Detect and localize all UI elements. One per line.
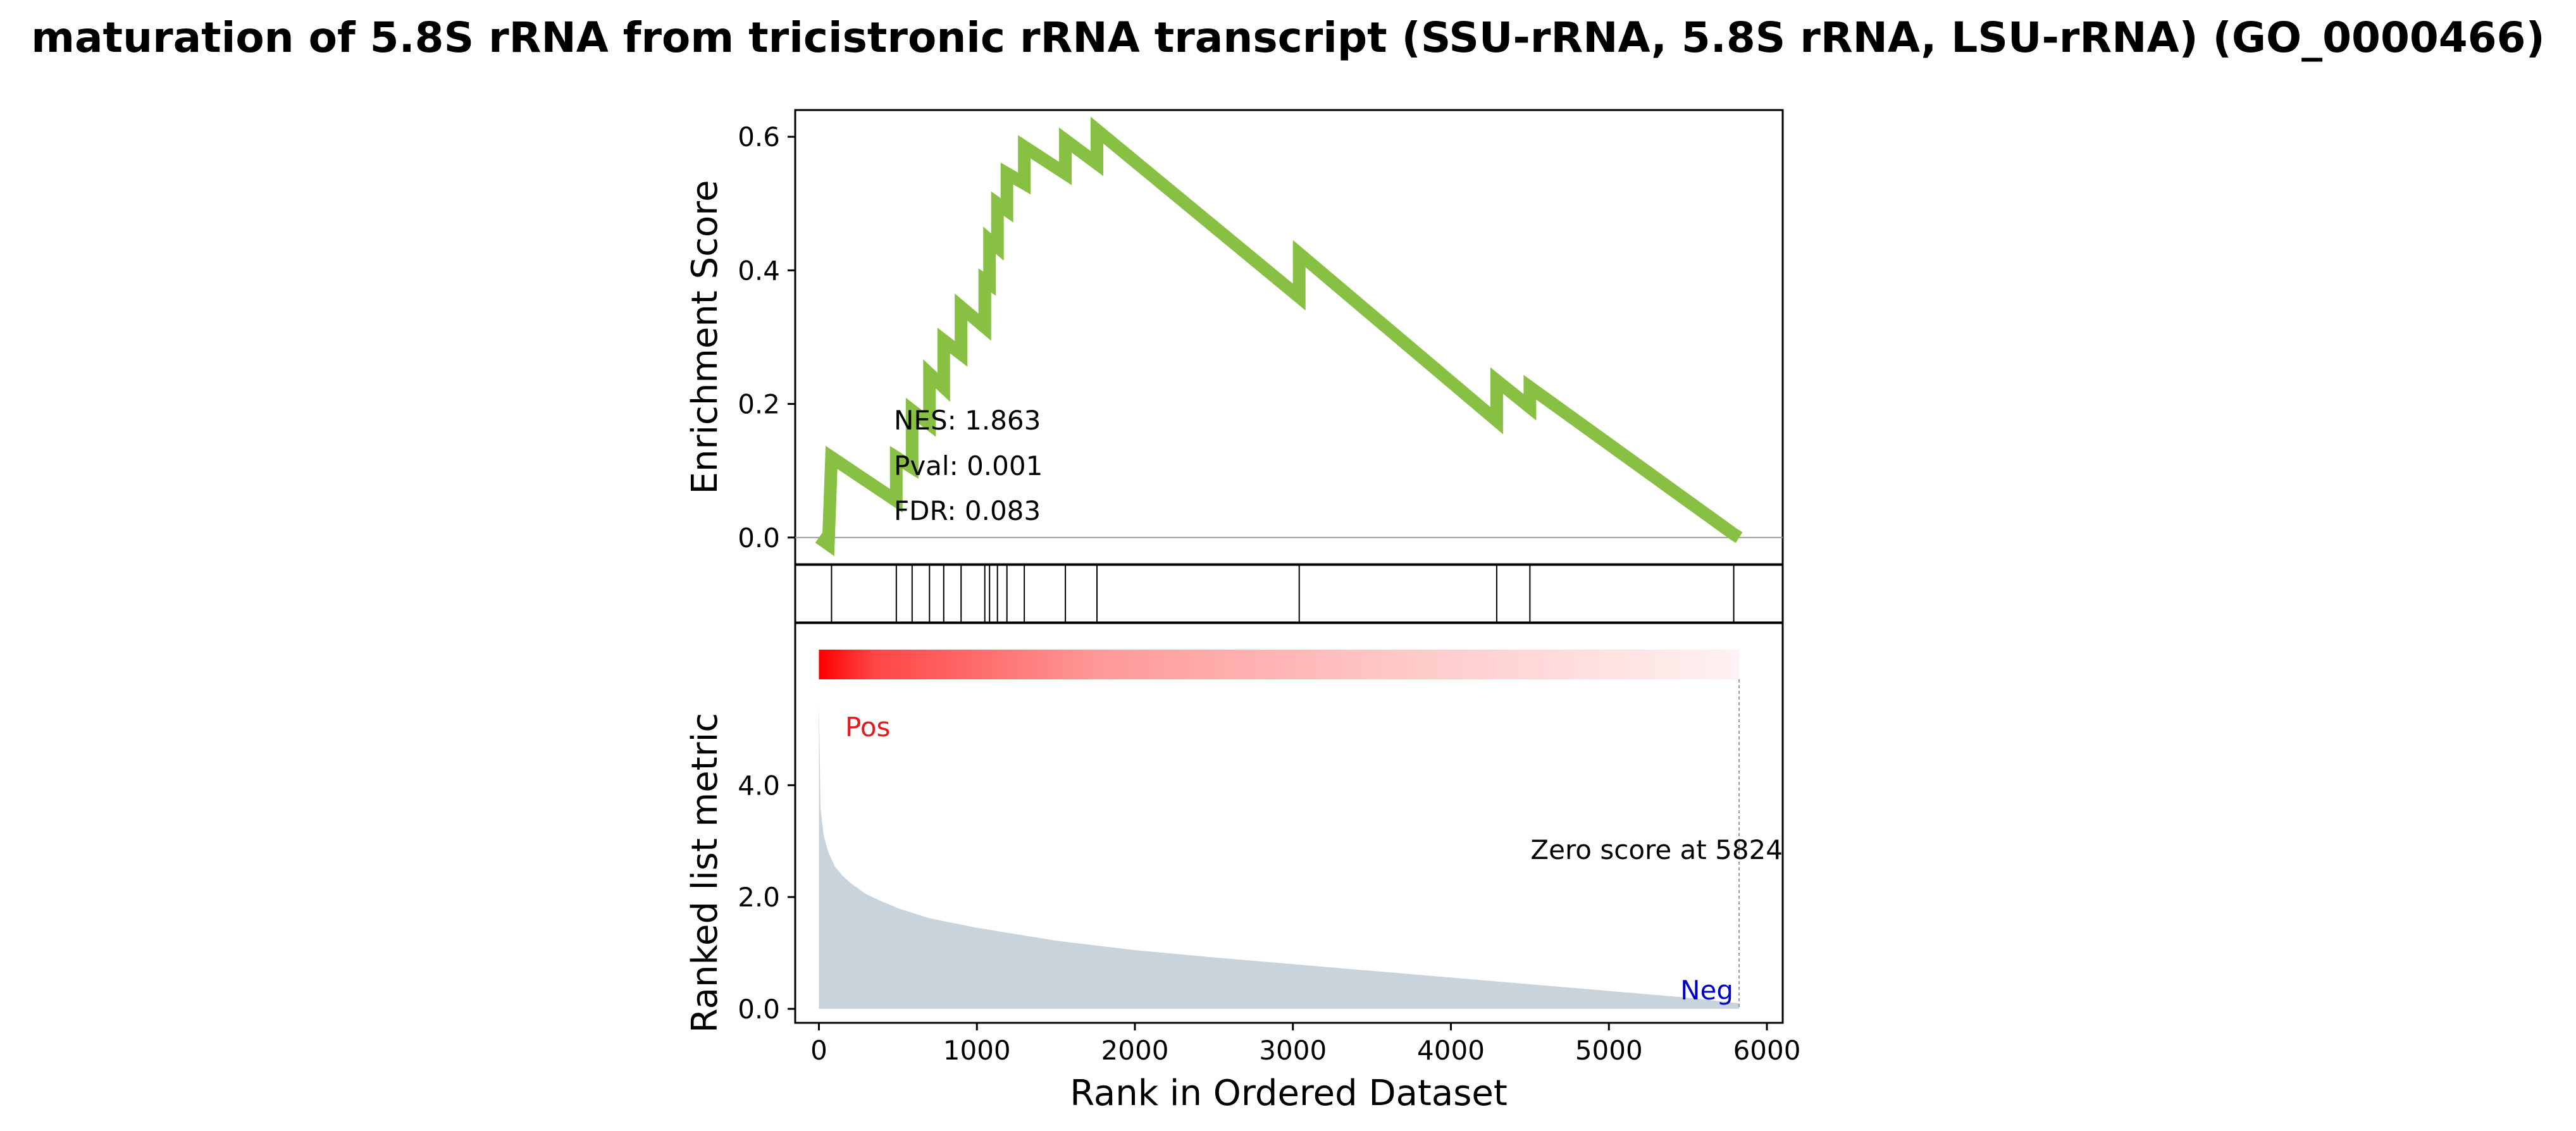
x-ticks: 0 1000 2000 3000 4000 5000 6000 (810, 1023, 1800, 1066)
x-axis-label: Rank in Ordered Dataset (1070, 1073, 1508, 1114)
top-y-tick-label: 0.6 (738, 121, 780, 152)
hit-lines (831, 565, 1735, 622)
enrichment-score-panel: 0.0 0.2 0.4 0.6 NES: 1.863 Pval: 0.001 FDR:… (684, 109, 1784, 566)
gene-hits-panel (794, 564, 1784, 624)
x-tick-label: 3000 (1259, 1035, 1327, 1066)
nes-stat: NES: 1.863 (894, 405, 1041, 436)
ranked-metric-panel: Pos Neg Zero score at 5824 0.0 2.0 4.0 0 10… (684, 622, 1800, 1114)
zero-score-label: Zero score at 5824 (1530, 834, 1783, 865)
top-y-axis-label: Enrichment Score (684, 180, 726, 495)
bottom-y-ticks: 0.0 2.0 4.0 (738, 770, 795, 1025)
pval-stat: Pval: 0.001 (894, 450, 1043, 481)
pos-label: Pos (845, 712, 890, 743)
x-tick-label: 4000 (1417, 1035, 1485, 1066)
rank-heatmap-bar (819, 650, 1740, 679)
es-running-line (815, 116, 1743, 557)
bottom-y-axis-label: Ranked list metric (684, 713, 726, 1033)
x-tick-label: 6000 (1733, 1035, 1801, 1066)
bottom-y-tick-label: 4.0 (738, 770, 780, 801)
top-y-tick-label: 0.4 (738, 255, 780, 286)
top-y-tick-label: 0.0 (738, 522, 780, 553)
bottom-y-tick-label: 0.0 (738, 994, 780, 1025)
neg-label: Neg (1680, 975, 1733, 1006)
ranked-metric-area (819, 701, 1740, 1009)
x-tick-label: 5000 (1575, 1035, 1643, 1066)
top-y-ticks: 0.0 0.2 0.4 0.6 (738, 121, 795, 553)
x-tick-label: 1000 (943, 1035, 1011, 1066)
bottom-panel-frame (794, 622, 1784, 1024)
x-tick-label: 2000 (1101, 1035, 1169, 1066)
chart-title: maturation of 5.8S rRNA from tricistroni… (31, 13, 2545, 62)
x-tick-label: 0 (810, 1035, 827, 1066)
top-y-tick-label: 0.2 (738, 389, 780, 420)
fdr-stat: FDR: 0.083 (894, 495, 1041, 526)
bottom-y-tick-label: 2.0 (738, 882, 780, 913)
